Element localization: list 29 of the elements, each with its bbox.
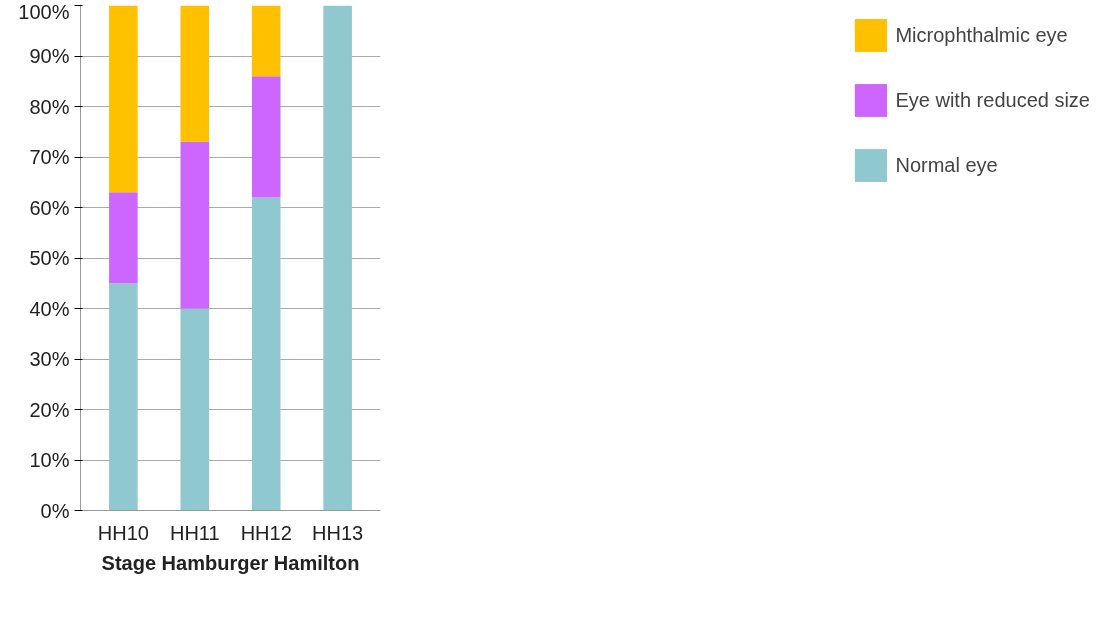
y-tick-label: 60% (29, 196, 70, 219)
bar (251, 197, 281, 511)
y-tick-label: 70% (29, 146, 70, 168)
y-tick-label: 80% (29, 95, 70, 118)
y-tick-label: 10% (29, 449, 70, 471)
legend-label: Normal eye (895, 153, 998, 177)
x-axis-title: Stage Hamburger Hamilton (101, 551, 360, 574)
legend-label: Eye with reduced size (895, 88, 1090, 112)
bar (109, 283, 138, 511)
x-tick-label: HH13 (312, 521, 364, 544)
y-tick-label: 50% (29, 247, 70, 269)
bar (180, 308, 210, 511)
y-tick-label: 20% (29, 398, 70, 421)
bar (180, 141, 210, 309)
bar (109, 5, 138, 193)
y-tick-label: 40% (29, 297, 70, 320)
y-tick-label: 0% (40, 499, 70, 522)
x-tick-label: HH12 (240, 521, 292, 544)
bar (323, 5, 352, 511)
y-tick-label: 30% (29, 348, 70, 370)
x-tick-label: HH11 (169, 521, 220, 544)
bar (180, 5, 210, 142)
bar (109, 192, 138, 284)
y-tick-label: 100% (18, 0, 70, 23)
bar (251, 5, 281, 77)
y-tick-label: 90% (29, 45, 70, 67)
legend-label: Microphthalmic eye (895, 23, 1068, 47)
x-tick-label: HH10 (97, 521, 149, 544)
bar (251, 76, 281, 198)
